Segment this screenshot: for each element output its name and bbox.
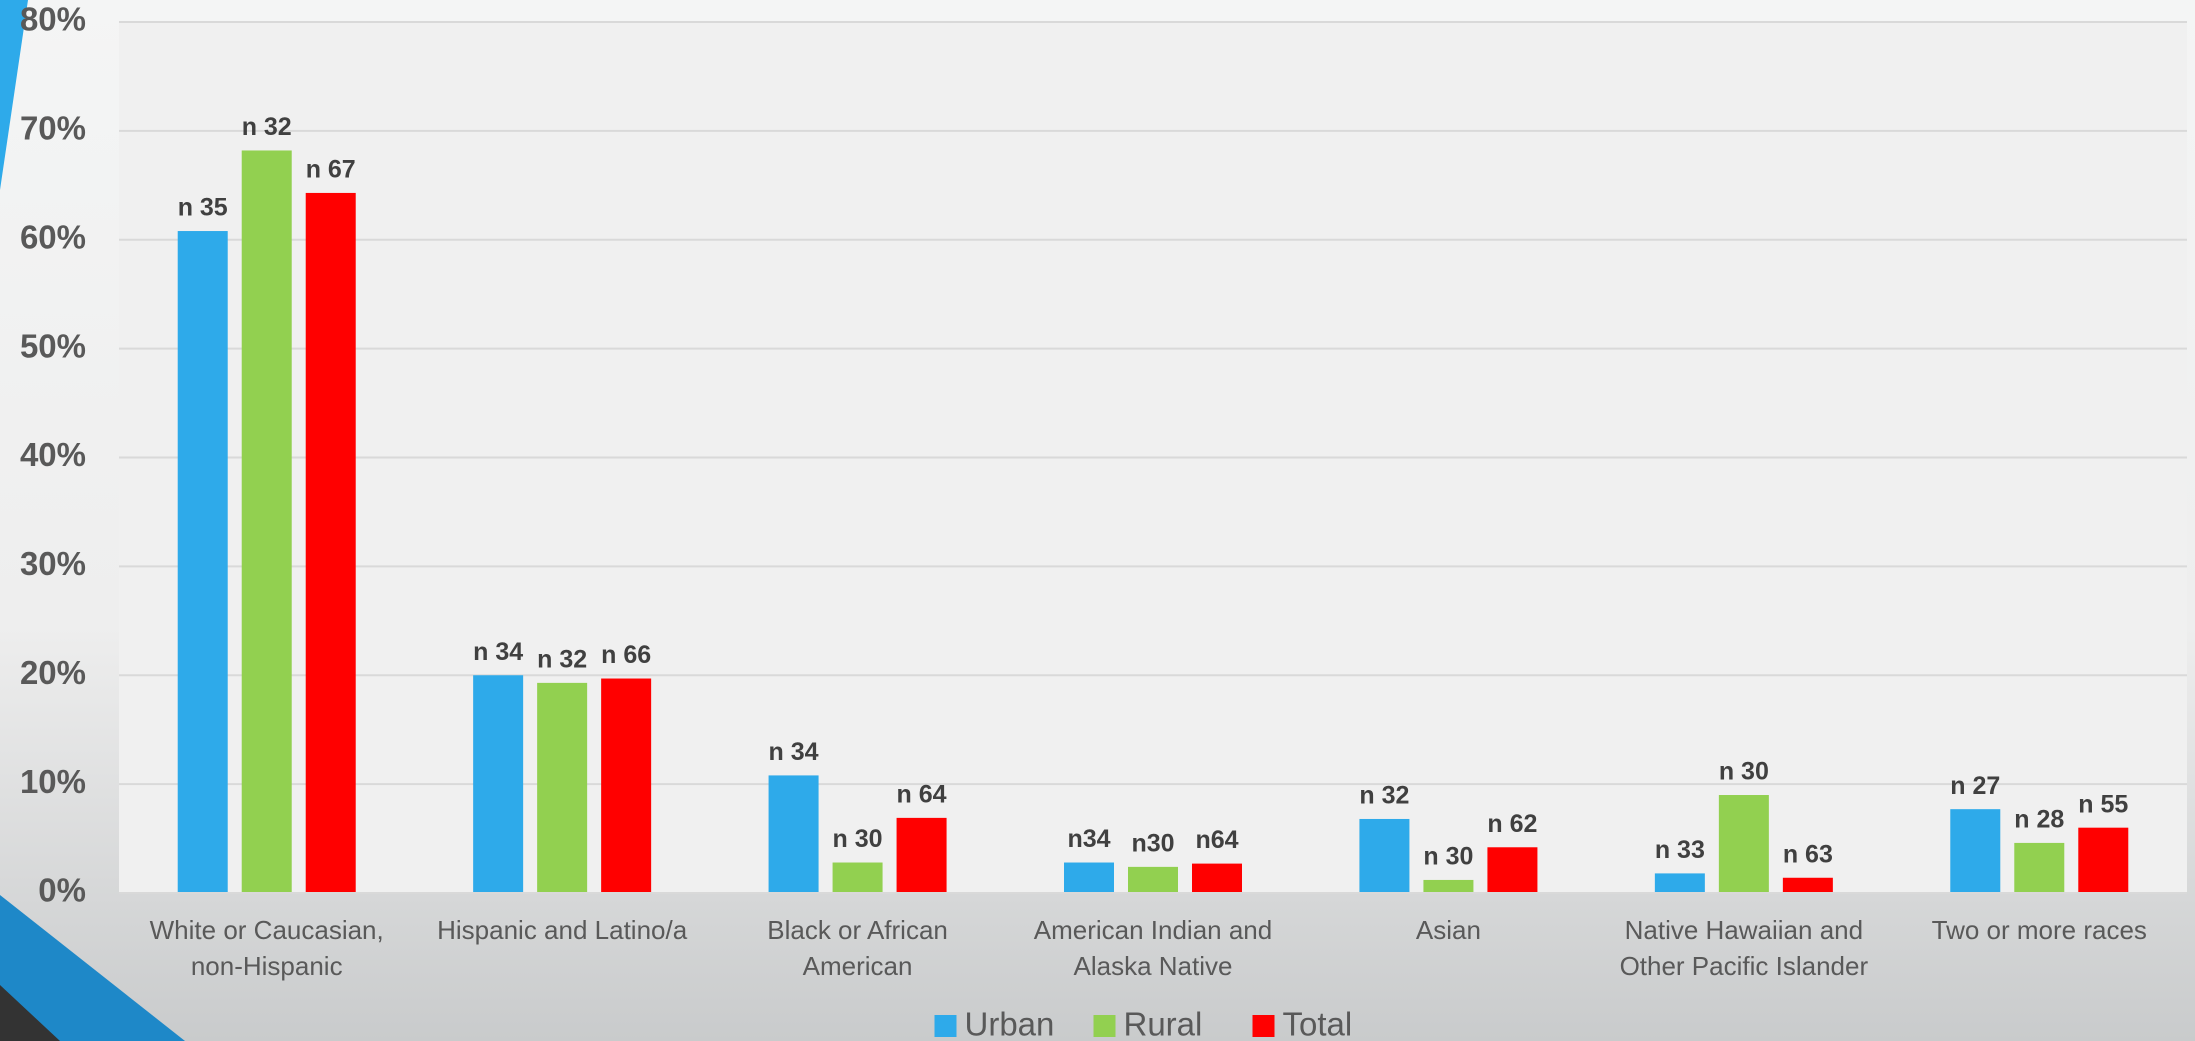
bar: [1128, 866, 1178, 893]
bar: [1064, 862, 1114, 893]
n-label: n64: [1195, 826, 1238, 854]
y-tick-label: 30%: [20, 545, 86, 582]
bar: [305, 192, 356, 894]
bar: [1718, 795, 1769, 893]
bar: [832, 862, 883, 893]
n-label: n 67: [306, 156, 356, 184]
bar: [2014, 842, 2065, 893]
n-label: n 33: [1655, 836, 1705, 864]
x-tick-label: Two or more races: [1931, 915, 2147, 945]
n-label: n 32: [1359, 782, 1409, 810]
bar: [601, 678, 652, 893]
bar: [1950, 809, 2001, 893]
n-label: n 62: [1487, 810, 1537, 838]
n-label: n 64: [897, 780, 947, 808]
y-tick-label: 50%: [20, 327, 86, 364]
n-label: n 30: [1423, 843, 1473, 871]
bar: [473, 675, 524, 893]
x-tick-label: Asian: [1415, 915, 1481, 945]
bar: [537, 682, 588, 893]
n-label: n34: [1067, 825, 1110, 853]
decor: [0, 985, 60, 1041]
y-tick-label: 70%: [20, 110, 86, 147]
legend-swatch: [1093, 1015, 1116, 1037]
legend-label: Urban: [965, 1006, 1055, 1041]
bar: [1359, 818, 1410, 893]
n-label: n 66: [601, 641, 651, 669]
decor: [0, 0, 28, 190]
x-tick-label: Black or African American: [767, 915, 948, 981]
x-tick-label: Hispanic and Latino/a: [437, 915, 688, 945]
n-label: n 27: [1950, 772, 2000, 800]
bar: [177, 231, 228, 894]
bar: [1192, 863, 1242, 893]
n-label: n 32: [537, 645, 587, 673]
decor: [0, 895, 185, 1041]
legend-swatch: [934, 1015, 957, 1037]
y-tick-label: 40%: [20, 436, 86, 473]
n-label: n 63: [1783, 840, 1833, 868]
n-label: n 55: [2078, 790, 2128, 818]
bar: [1423, 879, 1474, 893]
x-tick-label: White or Caucasian, non-Hispanic: [149, 915, 384, 981]
bar: [2078, 827, 2129, 893]
bar: [241, 150, 292, 893]
bar: [1487, 847, 1538, 893]
n-label: n 30: [1719, 758, 1769, 786]
n-label: n 34: [473, 638, 523, 666]
y-tick-label: 20%: [20, 654, 86, 691]
y-tick-label: 0%: [38, 872, 86, 909]
legend-swatch: [1252, 1015, 1275, 1037]
legend-label: Total: [1283, 1006, 1353, 1041]
bar: [1782, 877, 1833, 893]
n-label: n 30: [833, 825, 883, 853]
y-tick-label: 10%: [20, 763, 86, 800]
y-tick-label: 60%: [20, 218, 86, 255]
bar: [1654, 873, 1705, 893]
n-label: n 32: [242, 113, 292, 141]
legend-label: Rural: [1124, 1006, 1203, 1041]
y-tick-label: 80%: [20, 1, 86, 38]
n-label: n 28: [2014, 806, 2064, 834]
bar: [896, 817, 947, 893]
n-label: n30: [1131, 829, 1174, 857]
x-tick-label: Native Hawaiian and Other Pacific Island…: [1619, 915, 1869, 981]
n-label: n 35: [178, 194, 228, 222]
x-tick-label: American Indian and Alaska Native: [1033, 915, 1273, 981]
bar: [768, 775, 819, 893]
n-label: n 34: [769, 738, 819, 766]
